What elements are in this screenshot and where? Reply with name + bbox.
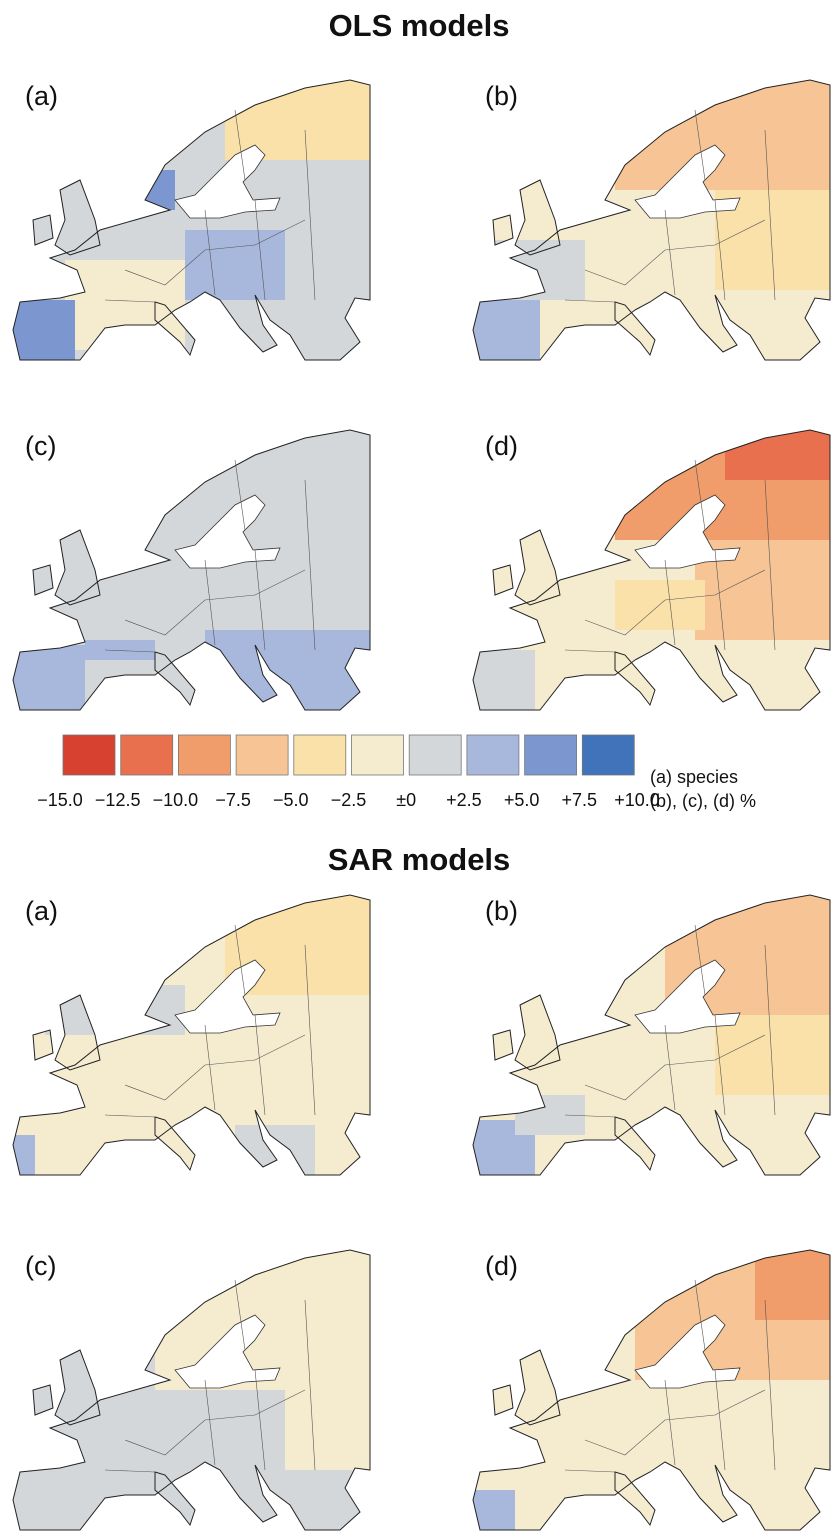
- region: [185, 230, 285, 300]
- region: [285, 1390, 370, 1470]
- region: [473, 300, 540, 360]
- panel-label: (b): [485, 896, 518, 926]
- baltic-sea: [174, 144, 281, 219]
- baltic-sea: [174, 1314, 281, 1389]
- borders: [104, 924, 316, 1118]
- borders: [564, 924, 776, 1118]
- map-panel: [472, 79, 831, 361]
- borders: [104, 1279, 316, 1473]
- region: [85, 640, 155, 660]
- baltic-sea: [634, 1314, 741, 1389]
- legend-swatch: [351, 734, 404, 776]
- borders: [564, 459, 776, 653]
- legend-swatch: [177, 734, 231, 776]
- borders: [564, 109, 776, 303]
- panel-label: (a): [25, 896, 58, 926]
- region: [473, 1490, 515, 1530]
- map-panel: [12, 429, 371, 711]
- baltic-sea: [634, 144, 741, 219]
- legend-label: −15.0: [37, 790, 83, 810]
- legend-swatch: [293, 734, 347, 776]
- map-panel: [472, 1249, 831, 1531]
- legend-swatch: [466, 734, 520, 776]
- panel-label: (a): [25, 81, 58, 111]
- panel-label: (b): [485, 81, 518, 111]
- map-panel: [12, 79, 371, 361]
- legend-swatch: [62, 734, 116, 776]
- region: [65, 260, 185, 350]
- map-panel: [472, 894, 831, 1176]
- legend-swatch: [524, 734, 577, 776]
- region: [13, 1135, 35, 1175]
- borders: [564, 1279, 776, 1473]
- legend-swatch: [581, 734, 635, 776]
- panel-label: (c): [25, 1251, 56, 1281]
- map-panel: [472, 429, 831, 711]
- legend-label: −7.5: [215, 790, 251, 810]
- legend-note: (b), (c), (d) %: [650, 791, 756, 811]
- legend-swatch: [408, 734, 462, 776]
- region: [615, 80, 830, 190]
- baltic-sea: [634, 959, 741, 1034]
- panel-label: (c): [25, 431, 56, 461]
- panel-label: (d): [485, 431, 518, 461]
- region: [615, 580, 705, 630]
- region: [473, 240, 585, 300]
- region: [13, 645, 85, 710]
- map-panel: [12, 1249, 371, 1531]
- legend-label: ±0: [396, 790, 416, 810]
- legend-note: (a) species: [650, 767, 738, 787]
- baltic-sea: [634, 494, 741, 569]
- legend-label: +2.5: [446, 790, 482, 810]
- legend-label: +5.0: [504, 790, 540, 810]
- legend-label: +7.5: [562, 790, 598, 810]
- legend-label: −2.5: [331, 790, 367, 810]
- section-title: SAR models: [328, 842, 511, 877]
- section-title: OLS models: [329, 8, 510, 43]
- legend-swatch: [235, 734, 289, 776]
- borders: [104, 459, 316, 653]
- region: [225, 80, 370, 160]
- legend-swatch: [120, 734, 174, 776]
- region: [13, 300, 75, 360]
- region: [755, 1250, 830, 1320]
- region: [515, 1095, 585, 1135]
- region: [45, 985, 185, 1035]
- region: [725, 430, 830, 480]
- legend-label: −5.0: [273, 790, 309, 810]
- baltic-sea: [174, 494, 281, 569]
- panel-label: (d): [485, 1251, 518, 1281]
- borders: [104, 109, 316, 303]
- region: [473, 650, 535, 710]
- baltic-sea: [174, 959, 281, 1034]
- legend-label: −10.0: [153, 790, 199, 810]
- region: [205, 630, 370, 710]
- legend-label: −12.5: [95, 790, 141, 810]
- map-panel: [12, 894, 371, 1176]
- region: [715, 1015, 830, 1095]
- legend-label: +10.0: [614, 790, 660, 810]
